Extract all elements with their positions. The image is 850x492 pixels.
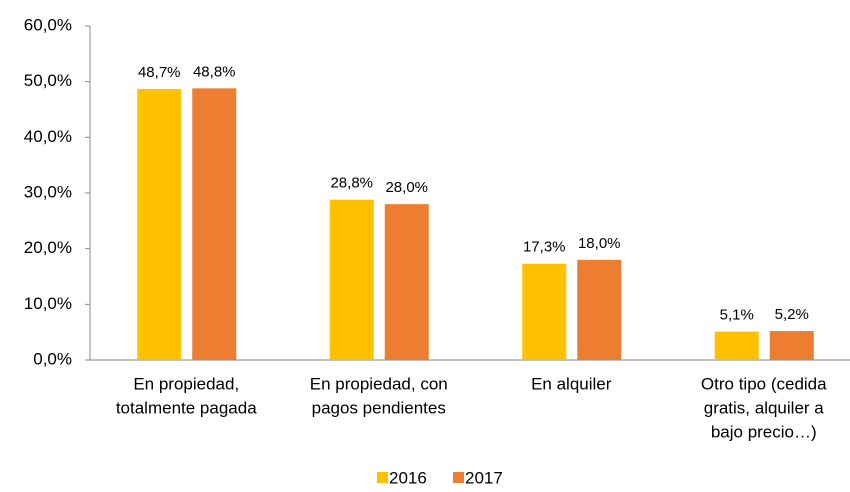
bar [192, 88, 237, 360]
x-tick-label: pagos pendientes [312, 398, 446, 417]
x-tick-label: totalmente pagada [116, 398, 257, 417]
y-tick-label: 10,0% [24, 294, 72, 313]
x-tick-label: En propiedad, con [310, 374, 448, 393]
data-label: 48,8% [193, 63, 236, 80]
bar [522, 263, 567, 360]
data-label: 17,3% [523, 239, 566, 256]
x-tick-label: En propiedad, [133, 374, 239, 393]
data-label: 5,2% [775, 306, 809, 323]
y-tick-label: 50,0% [24, 71, 72, 90]
x-tick-label: gratis, alquiler a [704, 398, 825, 417]
x-tick-label: bajo precio…) [711, 422, 817, 441]
data-label: 18,0% [578, 235, 621, 252]
legend-swatch [377, 472, 388, 483]
bar [714, 331, 759, 360]
x-tick-label: Otro tipo (cedida [701, 374, 827, 393]
bar [769, 331, 814, 360]
bar [329, 199, 374, 360]
y-tick-label: 0,0% [33, 349, 72, 368]
data-label: 5,1% [720, 307, 754, 324]
data-label: 28,8% [330, 175, 373, 192]
legend-label: 2017 [465, 468, 503, 487]
legend-label: 2016 [389, 468, 427, 487]
data-label: 28,0% [385, 179, 428, 196]
y-tick-label: 30,0% [24, 182, 72, 201]
y-tick-label: 60,0% [24, 15, 72, 34]
legend-swatch [453, 472, 464, 483]
x-tick-label: En alquiler [531, 374, 612, 393]
data-label: 48,7% [138, 64, 181, 81]
y-tick-label: 40,0% [24, 127, 72, 146]
bar [384, 204, 429, 360]
bar [577, 259, 622, 360]
bar [137, 88, 182, 361]
y-tick-label: 20,0% [24, 238, 72, 257]
